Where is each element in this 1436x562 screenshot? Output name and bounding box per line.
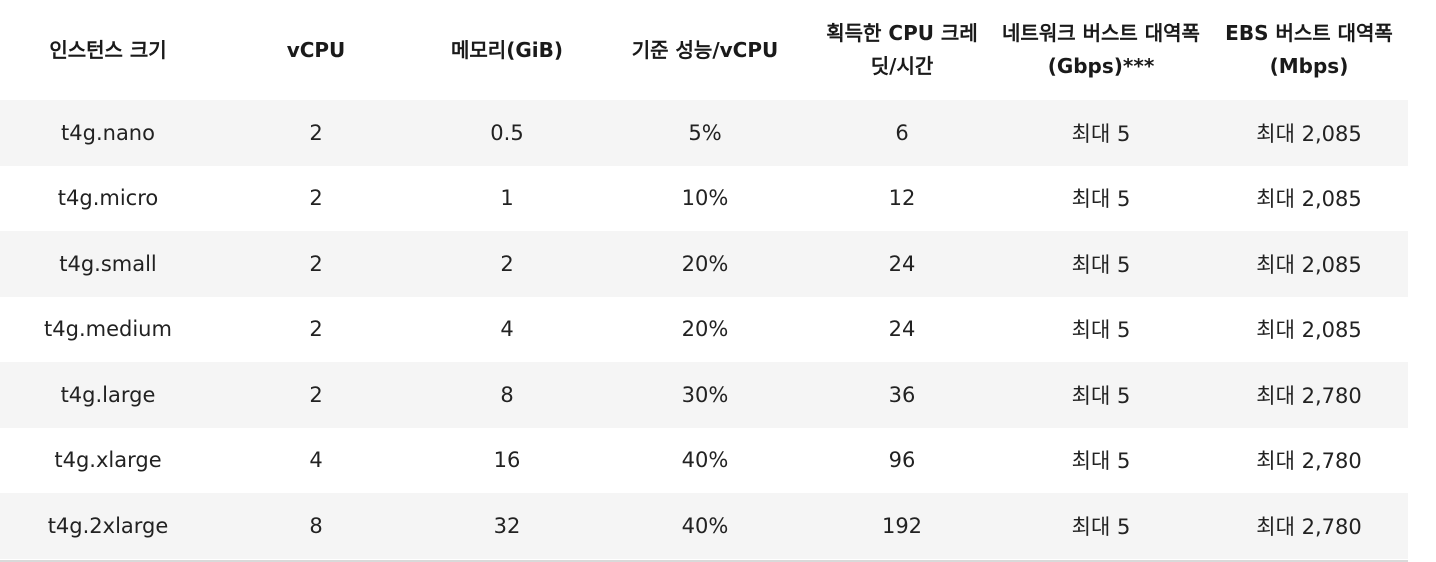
cell-network-bandwidth: 최대 5 <box>1071 187 1131 212</box>
cell-vcpu: 2 <box>309 120 323 145</box>
table-header-row: 인스턴스 크기 vCPU 메모리(GiB) 기준 성능/vCPU 획득한 CPU… <box>0 0 1408 100</box>
cell-cpu-credits: 6 <box>895 120 909 145</box>
cell-vcpu: 2 <box>309 251 323 276</box>
cell-vcpu: 2 <box>309 317 323 342</box>
table-bottom-divider <box>0 560 1408 562</box>
cell-network-bandwidth: 최대 5 <box>1071 514 1131 539</box>
header-network-bandwidth: 네트워크 버스트 대역폭(Gbps)*** <box>1002 21 1200 78</box>
table-row: t4g.medium 2 4 20% 24 최대 5 최대 2,085 <box>0 297 1408 363</box>
cell-baseline-performance: 40% <box>681 513 729 538</box>
cell-cpu-credits: 192 <box>881 513 923 538</box>
cell-ebs-bandwidth: 최대 2,085 <box>1256 187 1362 212</box>
cell-instance-size: t4g.small <box>59 251 157 276</box>
cell-cpu-credits: 96 <box>888 448 916 473</box>
cell-instance-size: t4g.2xlarge <box>47 513 169 538</box>
cell-ebs-bandwidth: 최대 2,085 <box>1256 121 1362 146</box>
cell-ebs-bandwidth: 최대 2,085 <box>1256 252 1362 277</box>
header-vcpu: vCPU <box>286 37 346 62</box>
header-instance-size: 인스턴스 크기 <box>49 37 167 62</box>
table-row: t4g.nano 2 0.5 5% 6 최대 5 최대 2,085 <box>0 100 1408 166</box>
cell-vcpu: 2 <box>309 186 323 211</box>
cell-cpu-credits: 24 <box>888 317 916 342</box>
cell-network-bandwidth: 최대 5 <box>1071 318 1131 343</box>
cell-baseline-performance: 40% <box>681 448 729 473</box>
cell-instance-size: t4g.micro <box>57 186 159 211</box>
cell-baseline-performance: 20% <box>681 317 729 342</box>
cell-cpu-credits: 24 <box>888 251 916 276</box>
cell-vcpu: 8 <box>309 513 323 538</box>
header-baseline-performance: 기준 성능/vCPU <box>631 37 779 62</box>
cell-instance-size: t4g.nano <box>61 120 155 145</box>
cell-memory: 16 <box>493 448 521 473</box>
cell-network-bandwidth: 최대 5 <box>1071 252 1131 277</box>
cell-memory: 8 <box>500 382 514 407</box>
table-row: t4g.large 2 8 30% 36 최대 5 최대 2,780 <box>0 362 1408 428</box>
cell-network-bandwidth: 최대 5 <box>1071 449 1131 474</box>
cell-baseline-performance: 5% <box>688 120 722 145</box>
table-row: t4g.2xlarge 8 32 40% 192 최대 5 최대 2,780 <box>0 493 1408 559</box>
cell-ebs-bandwidth: 최대 2,780 <box>1256 449 1362 474</box>
cell-ebs-bandwidth: 최대 2,780 <box>1256 514 1362 539</box>
header-cpu-credits: 획득한 CPU 크레딧/시간 <box>826 21 978 78</box>
cell-vcpu: 4 <box>309 448 323 473</box>
cell-ebs-bandwidth: 최대 2,085 <box>1256 318 1362 343</box>
cell-baseline-performance: 30% <box>681 382 729 407</box>
cell-instance-size: t4g.medium <box>44 317 172 342</box>
cell-instance-size: t4g.xlarge <box>54 448 162 473</box>
table-row: t4g.xlarge 4 16 40% 96 최대 5 최대 2,780 <box>0 428 1408 494</box>
cell-baseline-performance: 20% <box>681 251 729 276</box>
cell-instance-size: t4g.large <box>60 382 156 407</box>
cell-baseline-performance: 10% <box>681 186 729 211</box>
cell-memory: 0.5 <box>490 120 524 145</box>
cell-vcpu: 2 <box>309 382 323 407</box>
cell-network-bandwidth: 최대 5 <box>1071 383 1131 408</box>
cell-memory: 1 <box>500 186 514 211</box>
header-ebs-bandwidth: EBS 버스트 대역폭(Mbps) <box>1225 21 1393 78</box>
table-row: t4g.small 2 2 20% 24 최대 5 최대 2,085 <box>0 231 1408 297</box>
table-row: t4g.micro 2 1 10% 12 최대 5 최대 2,085 <box>0 166 1408 232</box>
cell-memory: 32 <box>493 513 521 538</box>
cell-cpu-credits: 36 <box>888 382 916 407</box>
cell-memory: 4 <box>500 317 514 342</box>
cell-ebs-bandwidth: 최대 2,780 <box>1256 383 1362 408</box>
cell-cpu-credits: 12 <box>888 186 916 211</box>
cell-memory: 2 <box>500 251 514 276</box>
header-memory: 메모리(GiB) <box>451 37 563 62</box>
cell-network-bandwidth: 최대 5 <box>1071 121 1131 146</box>
